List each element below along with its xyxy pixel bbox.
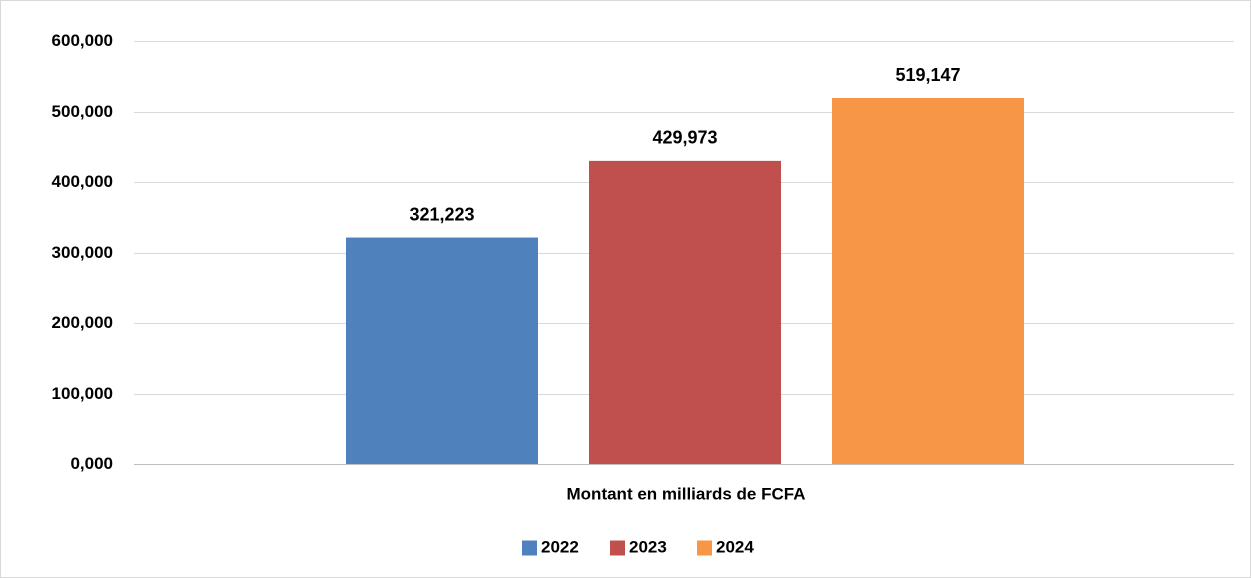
legend-swatch-2024 <box>697 540 712 556</box>
data-label-2022: 321,223 <box>409 204 474 224</box>
legend-label-2022: 2022 <box>541 537 579 556</box>
y-tick-label: 0,000 <box>70 454 113 473</box>
bar-2023 <box>589 160 781 465</box>
x-category-label: Montant en milliards de FCFA <box>567 484 806 503</box>
y-tick-label: 300,000 <box>52 243 113 262</box>
legend-label-2023: 2023 <box>629 537 667 556</box>
bar-2022 <box>346 237 538 464</box>
y-tick-label: 600,000 <box>52 31 113 50</box>
data-label-2023: 429,973 <box>652 128 717 148</box>
y-tick-label: 400,000 <box>52 172 113 191</box>
bar-2024 <box>832 98 1024 464</box>
y-axis-tick-labels: 0,000 100,000 200,000 300,000 400,000 500,000… <box>52 31 113 473</box>
y-tick-label: 500,000 <box>52 102 113 121</box>
data-labels: 321,223 429,973 519,147 <box>409 65 960 225</box>
y-tick-label: 200,000 <box>52 313 113 332</box>
bars <box>346 98 1024 465</box>
x-axis-category-labels: Montant en milliards de FCFA <box>567 484 806 503</box>
y-tick-label: 100,000 <box>52 384 113 403</box>
data-label-2024: 519,147 <box>895 65 960 85</box>
legend: 2022 2023 2024 <box>522 537 754 556</box>
legend-label-2024: 2024 <box>716 537 754 556</box>
legend-swatch-2023 <box>610 540 625 556</box>
legend-swatch-2022 <box>522 540 537 556</box>
